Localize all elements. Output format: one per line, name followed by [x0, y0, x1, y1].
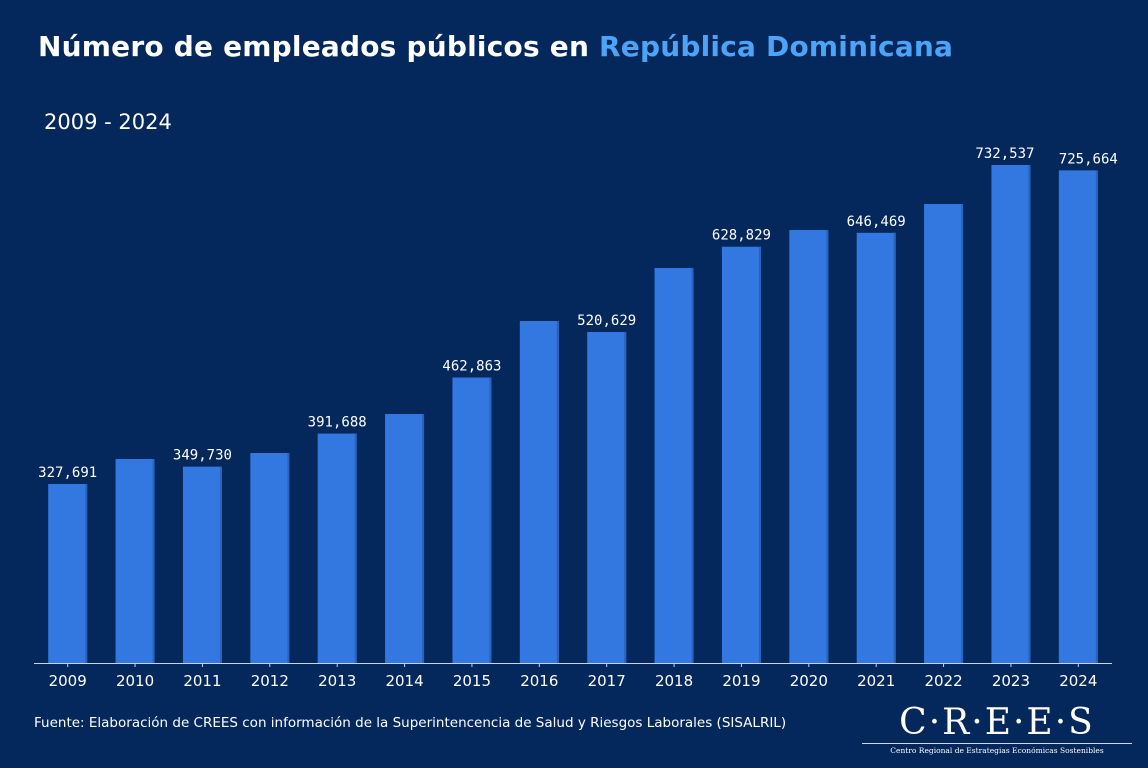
bar-edge-2018 [691, 268, 694, 663]
bar-edge-2016 [556, 321, 559, 663]
bar-edge-2011 [219, 466, 222, 663]
x-tick-label: 2015 [453, 672, 491, 690]
title-main: Número de empleados públicos en [38, 30, 600, 63]
chart-title: Número de empleados públicos en Repúblic… [38, 30, 953, 63]
chart-subtitle: 2009 - 2024 [44, 110, 172, 134]
x-tick-label: 2018 [655, 672, 693, 690]
logo-wordmark: C·R·E·E·S [899, 702, 1095, 743]
bar-2019 [721, 246, 761, 663]
x-tick-label: 2012 [251, 672, 289, 690]
bar-edge-2024 [1095, 170, 1098, 663]
x-tick-label: 2017 [588, 672, 626, 690]
data-label-2019: 628,829 [712, 228, 771, 244]
x-tick-label: 2011 [183, 672, 221, 690]
bar-edge-2021 [893, 232, 896, 663]
x-tick-label: 2024 [1059, 672, 1097, 690]
x-tick-label: 2009 [49, 672, 87, 690]
x-tick-label: 2022 [924, 672, 962, 690]
bar-2009 [48, 483, 88, 663]
bar-edge-2022 [961, 204, 964, 664]
bar-edge-2014 [422, 414, 425, 663]
data-label-2017: 520,629 [577, 313, 636, 329]
bar-2017 [587, 331, 627, 663]
x-tick-label: 2014 [385, 672, 423, 690]
data-label-2024: 725,664 [1059, 151, 1118, 167]
bar-2023 [991, 164, 1031, 664]
data-label-2011: 349,730 [173, 448, 232, 464]
data-label-2015: 462,863 [442, 358, 501, 374]
bar-2010 [115, 459, 155, 663]
bar-2013 [317, 433, 357, 663]
logo-tagline: Centro Regional de Estrategias Económica… [862, 743, 1132, 755]
data-label-2013: 391,688 [308, 415, 367, 431]
bar-2021 [856, 232, 896, 663]
x-tick-label: 2019 [722, 672, 760, 690]
bar-edge-2017 [624, 331, 627, 663]
bar-chart: 2009 327,691 2010 2011 349,730 2012 2013 391,68… [34, 146, 1118, 690]
title-highlight: República Dominicana [599, 30, 954, 63]
bar-2022 [924, 204, 964, 664]
source-note: Fuente: Elaboración de CREES con informa… [34, 715, 787, 731]
x-tick-label: 2021 [857, 672, 895, 690]
bar-edge-2012 [287, 453, 290, 663]
bar-edge-2023 [1028, 164, 1031, 664]
bar-2015 [452, 377, 492, 663]
bar-edge-2019 [758, 246, 761, 663]
bar-edge-2009 [85, 483, 88, 663]
bar-edge-2013 [354, 433, 357, 663]
bar-2016 [519, 321, 559, 663]
data-label-2023: 732,537 [975, 146, 1034, 162]
bar-2020 [789, 230, 829, 663]
bar-2024 [1058, 170, 1098, 663]
x-tick-label: 2023 [992, 672, 1030, 690]
x-tick-label: 2020 [790, 672, 828, 690]
x-tick-label: 2010 [116, 672, 154, 690]
crees-logo: C·R·E·E·S Centro Regional de Estrategias… [862, 704, 1132, 755]
bar-2018 [654, 268, 694, 663]
bar-edge-2010 [152, 459, 155, 663]
data-label-2009: 327,691 [38, 465, 97, 481]
bar-2012 [250, 453, 290, 663]
bar-edge-2015 [489, 377, 492, 663]
data-label-2021: 646,469 [847, 214, 906, 230]
x-tick-label: 2016 [520, 672, 558, 690]
bar-edge-2020 [826, 230, 829, 663]
bar-2014 [385, 414, 425, 663]
x-tick-label: 2013 [318, 672, 356, 690]
bar-2011 [182, 466, 222, 663]
